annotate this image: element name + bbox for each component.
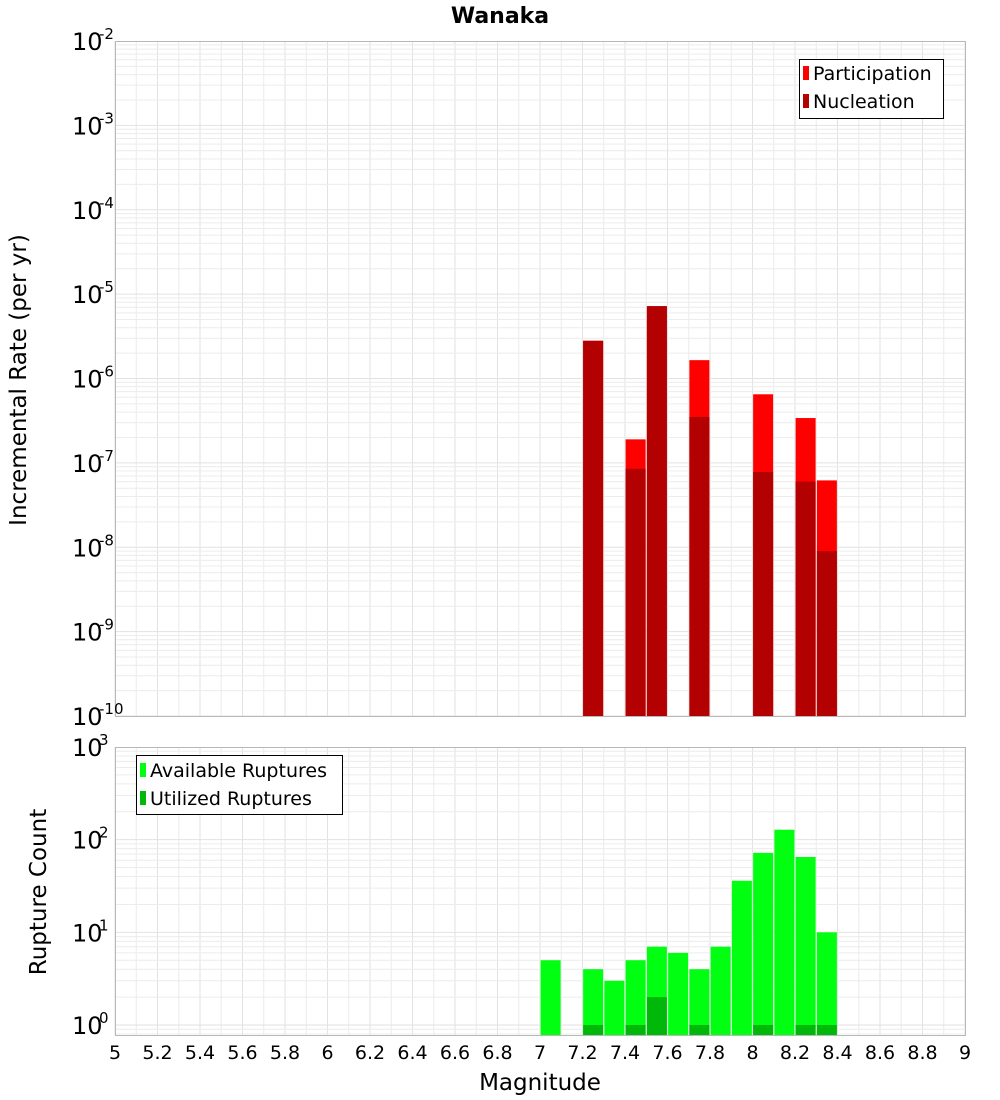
top-y-tick-exponent: -10 — [99, 700, 124, 718]
top-y-tick-exponent: -3 — [99, 109, 114, 127]
bottom-bar-utilized-ruptures — [795, 1025, 816, 1035]
x-tick-label: 7.6 — [652, 1042, 682, 1064]
x-tick-label: 8.4 — [822, 1042, 852, 1064]
legend-label-utilized: Utilized Ruptures — [150, 788, 312, 810]
bottom-bar-available-ruptures — [731, 880, 752, 1035]
top-bar-nucleation — [753, 471, 774, 716]
x-tick-label: 6.4 — [397, 1042, 427, 1064]
bottom-legend-box — [136, 755, 343, 815]
top-bar-nucleation — [795, 481, 816, 716]
top-y-tick-label: 10 — [72, 619, 103, 647]
top-y-tick-label: 10 — [72, 366, 103, 394]
top-y-tick-exponent: -2 — [99, 25, 114, 43]
x-axis-title: Magnitude — [479, 1070, 601, 1096]
top-y-tick-exponent: -4 — [99, 194, 114, 212]
bottom-y-axis-title: Rupture Count — [26, 809, 52, 975]
bottom-bar-available-ruptures — [710, 946, 731, 1035]
bottom-y-tick-label: 10 — [72, 919, 103, 947]
bottom-y-tick-label: 10 — [72, 827, 103, 855]
top-plot-bars — [583, 306, 837, 716]
x-tick-label: 6.6 — [440, 1042, 470, 1064]
top-y-tick-label: 10 — [72, 197, 103, 225]
bottom-y-tick-exponent: 1 — [99, 916, 109, 934]
x-tick-label: 6 — [321, 1042, 333, 1064]
x-tick-label: 8.8 — [907, 1042, 937, 1064]
top-legend: Participation Nucleation — [799, 59, 944, 119]
bottom-bar-utilized-ruptures — [583, 1025, 604, 1035]
bottom-legend: Available Ruptures Utilized Ruptures — [136, 755, 343, 815]
bottom-plot-bars — [540, 829, 837, 1035]
x-tick-label: 7.8 — [695, 1042, 725, 1064]
top-bar-nucleation — [646, 306, 667, 716]
bottom-bar-available-ruptures — [540, 960, 561, 1035]
legend-label-nucleation: Nucleation — [813, 91, 915, 113]
bottom-bar-utilized-ruptures — [625, 1025, 646, 1035]
top-y-tick-exponent: -5 — [99, 278, 114, 296]
bottom-bar-available-ruptures — [625, 960, 646, 1035]
x-tick-label: 5.2 — [142, 1042, 172, 1064]
top-y-tick-label: 10 — [72, 450, 103, 478]
legend-swatch-nucleation — [803, 94, 809, 108]
bottom-bar-available-ruptures — [816, 932, 837, 1035]
top-y-tick-exponent: -8 — [99, 531, 114, 549]
top-y-tick-label: 10 — [72, 281, 103, 309]
x-tick-label: 6.8 — [482, 1042, 512, 1064]
top-y-tick-exponent: -6 — [99, 363, 114, 381]
chart-title: Wanaka — [451, 4, 549, 29]
bottom-plot-frame — [115, 747, 966, 1036]
bottom-bar-utilized-ruptures — [689, 1025, 710, 1035]
top-bar-nucleation — [583, 340, 604, 716]
x-tick-label: 8.6 — [865, 1042, 895, 1064]
top-y-tick-label: 10 — [72, 28, 103, 56]
legend-swatch-available — [140, 763, 146, 777]
x-tick-label: 6.2 — [355, 1042, 385, 1064]
x-tick-label: 8.2 — [780, 1042, 810, 1064]
legend-label-participation: Participation — [813, 63, 932, 85]
bottom-bar-available-ruptures — [604, 980, 625, 1035]
bottom-y-tick-exponent: 0 — [99, 1009, 109, 1027]
bottom-bar-available-ruptures — [774, 829, 795, 1035]
x-tick-label: 7.2 — [567, 1042, 597, 1064]
legend-swatch-participation — [803, 66, 809, 80]
x-tick-label: 5.6 — [227, 1042, 257, 1064]
top-bar-nucleation — [625, 468, 646, 716]
top-plot-frame — [115, 41, 966, 717]
top-y-tick-exponent: -9 — [99, 616, 114, 634]
x-tick-label: 8 — [746, 1042, 758, 1064]
top-y-tick-label: 10 — [72, 703, 103, 731]
bottom-bar-available-ruptures — [689, 969, 710, 1035]
bottom-bar-available-ruptures — [668, 952, 689, 1035]
x-tick-label: 9 — [959, 1042, 971, 1064]
bottom-bar-available-ruptures — [583, 969, 604, 1035]
bottom-bar-available-ruptures — [753, 852, 774, 1035]
top-y-tick-exponent: -7 — [99, 447, 114, 465]
x-tick-label: 5 — [109, 1042, 121, 1064]
bottom-bar-utilized-ruptures — [816, 1025, 837, 1035]
x-tick-label: 5.8 — [270, 1042, 300, 1064]
bottom-bar-utilized-ruptures — [646, 997, 667, 1035]
bottom-y-tick-exponent: 3 — [99, 731, 109, 749]
x-tick-label: 7.4 — [610, 1042, 640, 1064]
top-y-tick-label: 10 — [72, 112, 103, 140]
x-tick-label: 5.4 — [185, 1042, 215, 1064]
top-bar-nucleation — [816, 551, 837, 716]
bottom-y-tick-label: 10 — [72, 734, 103, 762]
top-y-axis-title: Incremental Rate (per yr) — [6, 234, 32, 526]
x-tick-label: 7 — [534, 1042, 546, 1064]
top-legend-box — [799, 59, 944, 119]
bottom-y-tick-label: 10 — [72, 1012, 103, 1040]
bottom-bar-available-ruptures — [795, 857, 816, 1035]
bottom-bar-utilized-ruptures — [753, 1025, 774, 1035]
legend-swatch-utilized — [140, 791, 146, 805]
x-axis-ticks: 5 5.2 5.4 5.6 5.8 6 6.2 6.4 6.6 6.8 7 7.2 7.4 7.6 7.8 8… — [109, 1042, 971, 1064]
bottom-y-tick-exponent: 2 — [99, 824, 109, 842]
legend-label-available: Available Ruptures — [150, 760, 327, 782]
top-y-tick-label: 10 — [72, 534, 103, 562]
top-plot-grid — [114, 41, 966, 717]
top-bar-nucleation — [689, 416, 710, 716]
